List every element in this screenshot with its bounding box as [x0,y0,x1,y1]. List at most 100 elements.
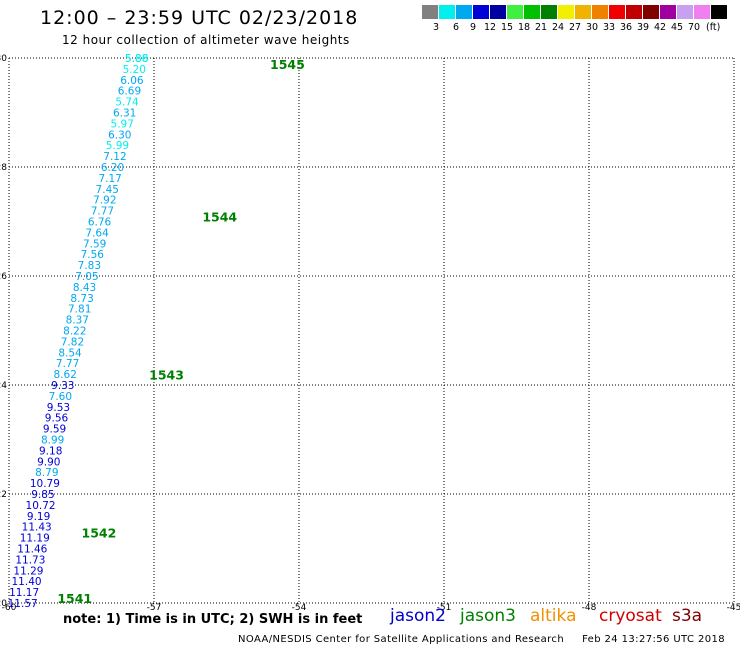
y-tick-label: 28 [0,163,7,173]
wave-height-value: 9.90 [37,456,60,468]
wave-height-value: 7.92 [93,195,116,207]
wave-height-value: 8.79 [35,467,58,479]
legend-swatch [456,5,472,19]
pass-labels: 1541 1542 1543 1544 1545 [57,57,304,606]
wave-height-value: 5.99 [106,140,129,152]
satellite-jason3: jason3 [460,606,516,626]
satellite-cryosat: cryosat [599,606,662,626]
legend-label: (ft) [706,22,721,33]
satellite-jason2: jason2 [390,606,446,626]
wave-height-value: 7.45 [96,184,119,196]
wave-height-value: 11.19 [20,533,50,545]
legend-swatch [643,5,659,19]
pass-number-label: 1542 [82,526,117,541]
wave-height-value: 10.72 [26,500,56,512]
pass-number-label: 1545 [270,57,305,72]
wave-height-value: 11.40 [12,576,42,588]
wave-height-value: 7.17 [98,173,121,185]
wave-height-value: 8.62 [54,369,77,381]
legend-label: 70 [688,22,701,33]
wave-height-value: 11.46 [17,544,47,556]
y-tick-label: 20 [0,599,7,609]
pass-number-label: 1543 [149,368,184,383]
wave-height-values: 11.5711.1711.4011.2911.7311.4611.1911.43… [8,53,149,610]
y-tick-label: 24 [0,381,7,391]
x-tick-label: -45 [727,603,740,613]
wave-height-value: 6.20 [101,162,124,174]
wave-height-value: 10.79 [30,478,60,490]
wave-height-value: 7.77 [91,206,114,218]
wave-height-value: 8.54 [58,347,82,359]
legend-label: 27 [569,22,582,33]
wave-height-value: 7.64 [85,227,109,239]
wave-height-value: 8.73 [70,293,93,305]
color-legend: 3 6 9 12 15 18 21 24 27 30 33 36 39 42 4… [422,5,728,37]
legend-label: 6 [453,22,460,33]
legend-swatch [490,5,506,19]
wave-height-value: 5.97 [111,118,134,130]
legend-label: 45 [671,22,684,33]
legend-label: 36 [620,22,633,33]
wave-height-value: 7.12 [103,151,126,163]
legend-swatch [660,5,676,19]
pass-number-label: 1544 [202,210,237,225]
legend-label: 12 [484,22,497,33]
legend-label: 18 [518,22,531,33]
legend-swatch [439,5,455,19]
wave-height-value: 6.30 [108,129,131,141]
wave-height-value: 9.56 [45,413,69,425]
wave-height-value: 5.20 [123,64,146,76]
credit-text: NOAA/NESDIS Center for Satellite Applica… [238,634,565,645]
wave-height-value: 7.81 [68,304,91,316]
legend-swatch [626,5,642,19]
wave-height-value: 9.18 [39,445,62,457]
wave-height-value: 5.88 [125,53,148,65]
wave-height-value: 7.60 [49,391,72,403]
wave-height-value: 8.99 [41,435,64,447]
x-tick-label: -57 [147,603,162,613]
legend-label: 15 [501,22,514,33]
wave-height-value: 11.29 [13,565,43,577]
wave-height-value: 9.53 [47,402,70,414]
y-tick-label: 22 [0,490,7,500]
legend-swatch [558,5,574,19]
legend-swatch [609,5,625,19]
wave-height-value: 11.73 [15,554,45,566]
legend-swatch [677,5,693,19]
y-tick-label: 30 [0,54,7,64]
legend-label: 21 [535,22,548,33]
credit-line: NOAA/NESDIS Center for Satellite Applica… [238,634,740,645]
timestamp: Feb 24 13:27:56 UTC 2018 [582,634,725,645]
wave-height-value: 7.77 [56,358,79,370]
chart-subtitle: 12 hour collection of altimeter wave hei… [62,33,350,47]
wave-height-value: 11.57 [8,598,38,610]
wave-height-value: 7.05 [75,271,98,283]
legend-label: 9 [470,22,477,33]
satellite-altika: altika [530,606,577,626]
axis-ticks: -60 -57 -54 -51 -48 -45 20 22 24 26 28 30 [0,54,740,613]
wave-height-value: 8.43 [73,282,96,294]
wave-height-value: 8.37 [66,315,89,327]
map-grid [8,57,735,604]
legend-label: 33 [603,22,616,33]
wave-height-value: 11.43 [22,522,52,534]
legend-swatch [694,5,710,19]
wave-height-value: 8.22 [63,326,86,338]
wave-height-value: 9.33 [51,380,74,392]
wave-height-value: 9.85 [31,489,54,501]
wave-height-value: 5.74 [115,97,139,109]
wave-height-value: 6.06 [120,75,144,87]
wave-height-value: 6.76 [88,217,112,229]
wave-height-value: 7.82 [61,336,84,348]
legend-swatch [575,5,591,19]
legend-label: 42 [654,22,667,33]
wave-height-value: 6.69 [118,86,141,98]
legend-label: 24 [552,22,565,33]
x-tick-label: -54 [292,603,307,613]
satellite-s3a: s3a [672,606,703,626]
chart-title: 12:00 – 23:59 UTC 02/23/2018 [40,7,359,29]
legend-label: 3 [433,22,440,33]
note-text: note: 1) Time is in UTC; 2) SWH is in fe… [63,612,363,627]
wave-height-value: 7.83 [78,260,101,272]
